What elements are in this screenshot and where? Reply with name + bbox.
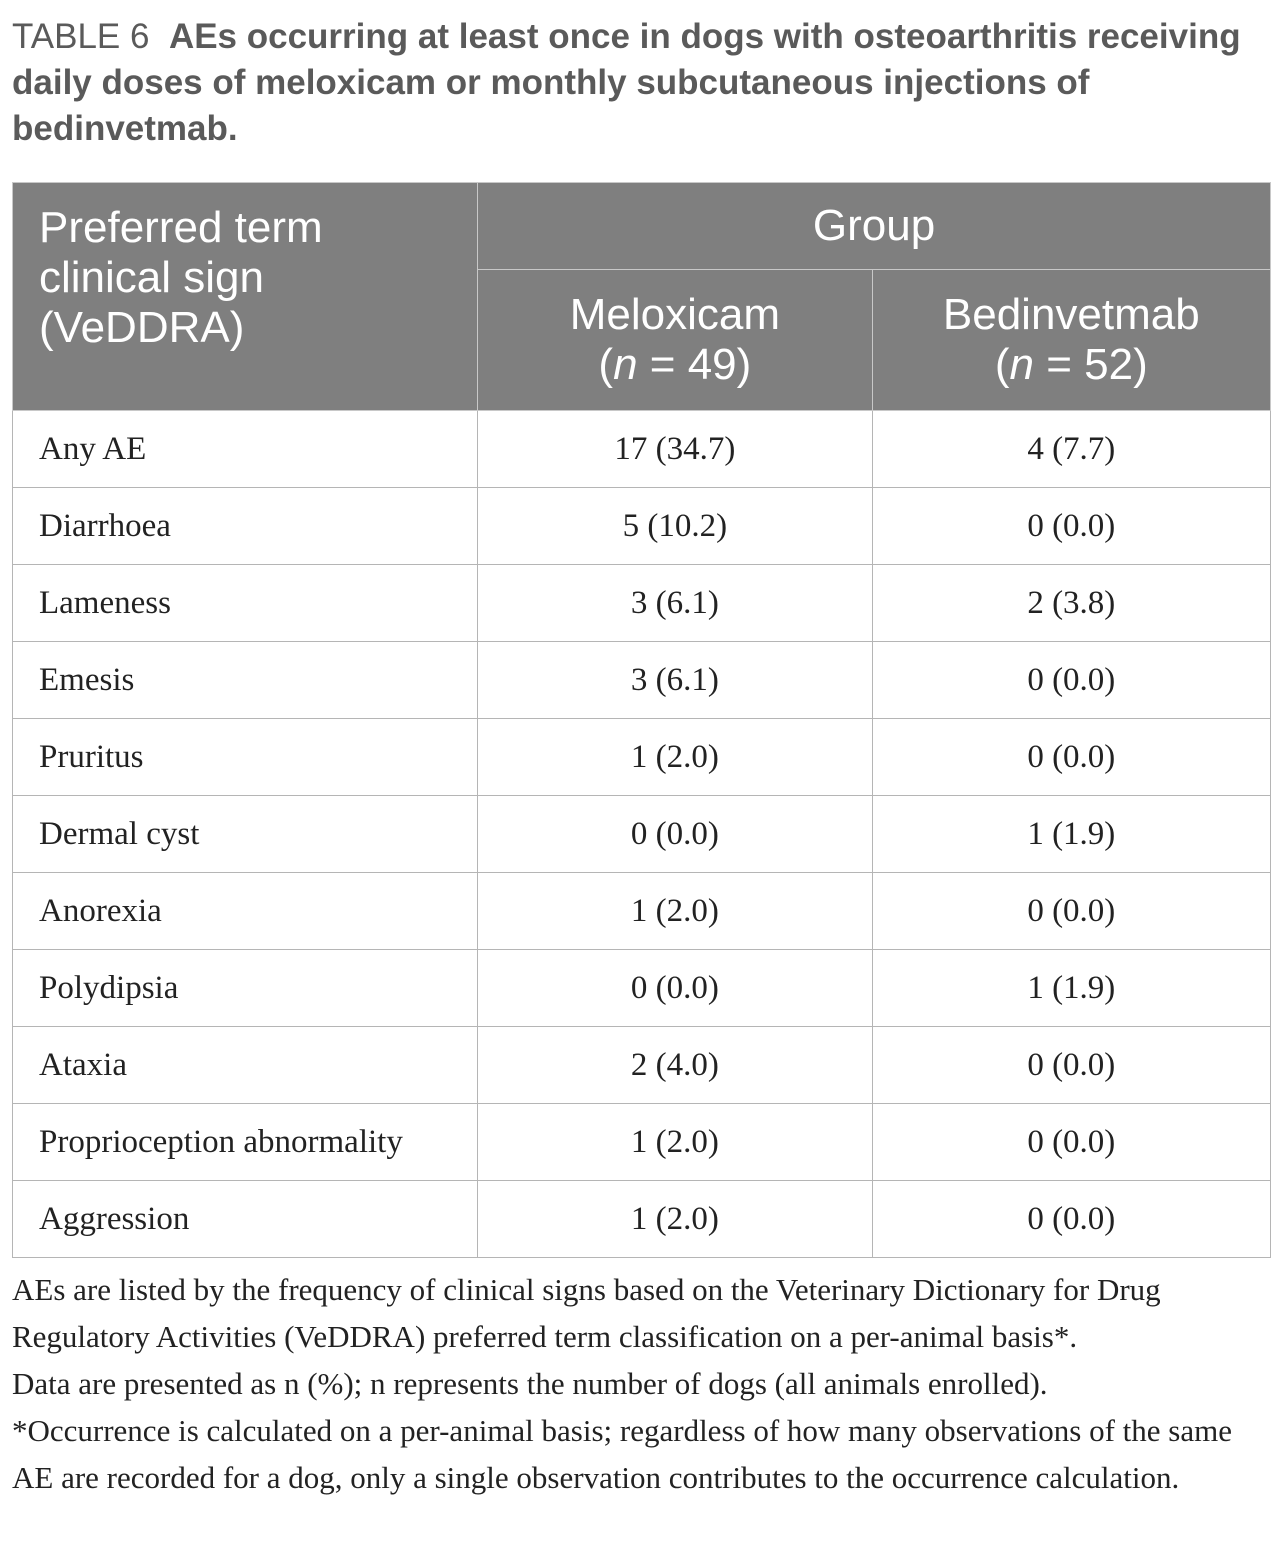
header-term: Preferred term clinical sign (VeDDRA) [11, 182, 479, 411]
table: Preferred term clinical sign (VeDDRA) Gr… [11, 182, 1272, 1258]
n-var: n [1009, 340, 1034, 389]
value-cell: 0 (0.0) [871, 872, 1272, 950]
caption-title: AEs occurring at least once in dogs with… [12, 17, 1241, 148]
term-cell: Pruritus [11, 718, 479, 796]
value-cell: 0 (0.0) [871, 718, 1272, 796]
value-cell: 0 (0.0) [871, 1180, 1272, 1258]
header-group: Group [477, 182, 1271, 270]
table-row: Emesis 3 (6.1) 0 (0.0) [11, 641, 1272, 719]
term-cell: Aggression [11, 1180, 479, 1258]
value-cell: 5 (10.2) [477, 487, 873, 565]
value-cell: 1 (1.9) [871, 949, 1272, 1027]
value-cell: 0 (0.0) [871, 641, 1272, 719]
n-var: n [613, 340, 638, 389]
term-cell: Any AE [11, 410, 479, 488]
value-cell: 1 (2.0) [477, 1180, 873, 1258]
table-row: Lameness 3 (6.1) 2 (3.8) [11, 564, 1272, 642]
footnote: AEs are listed by the frequency of clini… [12, 1272, 1161, 1354]
term-cell: Lameness [11, 564, 479, 642]
n-rest: = 52) [1034, 340, 1148, 389]
caption-label: TABLE 6 [12, 17, 150, 56]
column-name: Bedinvetmab [942, 290, 1200, 339]
value-cell: 0 (0.0) [871, 1026, 1272, 1104]
table-row: Proprioception abnormality 1 (2.0) 0 (0.0) [11, 1103, 1272, 1181]
value-cell: 4 (7.7) [871, 410, 1272, 488]
footnote: *Occurrence is calculated on a per-anima… [12, 1413, 1232, 1495]
n-rest: = 49) [637, 340, 752, 389]
table-header: Preferred term clinical sign (VeDDRA) Gr… [11, 182, 1272, 411]
term-cell: Diarrhoea [11, 487, 479, 565]
column-n: (n = 52) [874, 340, 1269, 390]
term-cell: Emesis [11, 641, 479, 719]
value-cell: 3 (6.1) [477, 641, 873, 719]
footnotes: AEs are listed by the frequency of clini… [12, 1266, 1274, 1501]
value-cell: 0 (0.0) [871, 1103, 1272, 1181]
value-cell: 0 (0.0) [871, 487, 1272, 565]
table-row: Polydipsia 0 (0.0) 1 (1.9) [11, 949, 1272, 1027]
value-cell: 1 (2.0) [477, 872, 873, 950]
value-cell: 1 (1.9) [871, 795, 1272, 873]
footnote: Data are presented as n (%); n represent… [12, 1366, 1048, 1401]
table-row: Anorexia 1 (2.0) 0 (0.0) [11, 872, 1272, 950]
caption: TABLE 6 AEs occurring at least once in d… [12, 14, 1267, 152]
table-row: Ataxia 2 (4.0) 0 (0.0) [11, 1026, 1272, 1104]
n-open: ( [598, 340, 614, 389]
table-row: Aggression 1 (2.0) 0 (0.0) [11, 1180, 1272, 1258]
term-cell: Proprioception abnormality [11, 1103, 479, 1181]
value-cell: 1 (2.0) [477, 1103, 873, 1181]
value-cell: 1 (2.0) [477, 718, 873, 796]
table-row: Dermal cyst 0 (0.0) 1 (1.9) [11, 795, 1272, 873]
value-cell: 3 (6.1) [477, 564, 873, 642]
value-cell: 0 (0.0) [477, 795, 873, 873]
table-row: Diarrhoea 5 (10.2) 0 (0.0) [11, 487, 1272, 565]
term-cell: Anorexia [11, 872, 479, 950]
term-cell: Ataxia [11, 1026, 479, 1104]
table-body: Any AE 17 (34.7) 4 (7.7) Diarrhoea 5 (10.2) 0… [11, 410, 1272, 1258]
header-column: Bedinvetmab (n = 52) [871, 269, 1272, 411]
table-row: Any AE 17 (34.7) 4 (7.7) [11, 410, 1272, 488]
column-n: (n = 49) [479, 340, 870, 390]
header-column: Meloxicam (n = 49) [477, 269, 873, 411]
value-cell: 0 (0.0) [477, 949, 873, 1027]
column-name: Meloxicam [569, 290, 781, 339]
value-cell: 2 (4.0) [477, 1026, 873, 1104]
value-cell: 2 (3.8) [871, 564, 1272, 642]
term-cell: Polydipsia [11, 949, 479, 1027]
n-open: ( [994, 340, 1010, 389]
value-cell: 17 (34.7) [477, 410, 873, 488]
term-cell: Dermal cyst [11, 795, 479, 873]
table-row: Pruritus 1 (2.0) 0 (0.0) [11, 718, 1272, 796]
